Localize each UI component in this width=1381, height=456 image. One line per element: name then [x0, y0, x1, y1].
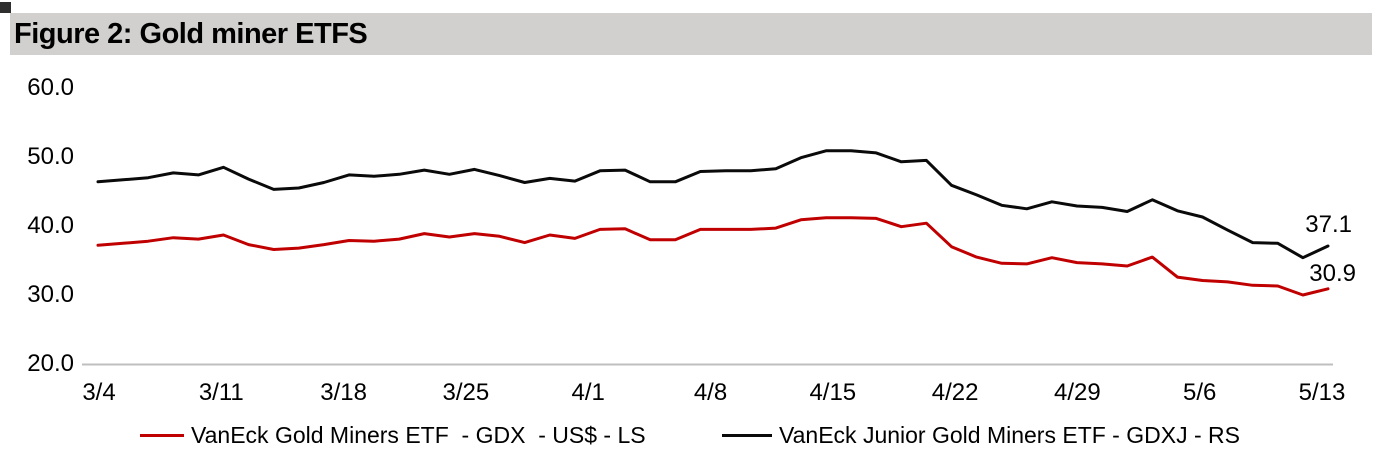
page-corner-mark	[0, 2, 11, 13]
x-tick-label-3-25: 3/25	[442, 379, 490, 406]
x-tick-label-3-11: 3/11	[198, 379, 244, 406]
y-tick-label-20.0: 20.0	[27, 350, 74, 377]
gdx-last-value-label: 30.9	[1309, 260, 1356, 287]
x-tick-label-4-8: 4/8	[693, 379, 728, 406]
x-tick-label-5-13: 5/13	[1298, 379, 1346, 406]
gdx-series-line	[96, 216, 1330, 297]
figure-title: Figure 2: Gold miner ETFS	[14, 17, 368, 50]
gdxj-last-value-label: 37.1	[1305, 211, 1352, 238]
legend-item-gdxj: VanEck Junior Gold Miners ETF - GDXJ - R…	[722, 421, 1240, 449]
x-tick-label-4-1: 4/1	[571, 379, 605, 406]
legend-item-gdx: VanEck Gold Miners ETF - GDX - US$ - LS	[140, 421, 646, 449]
figure-title-bar: Figure 2: Gold miner ETFS	[10, 13, 1372, 55]
y-tick-label-30.0: 30.0	[27, 281, 74, 308]
legend-label-gdxj: VanEck Junior Gold Miners ETF - GDXJ - R…	[779, 421, 1240, 448]
x-tick-label-4-29: 4/29	[1054, 379, 1101, 406]
y-tick-label-60.0: 60.0	[27, 74, 74, 101]
chart-legend: VanEck Gold Miners ETF - GDX - US$ - LS …	[0, 421, 1381, 449]
x-tick-label-4-15: 4/15	[809, 379, 857, 406]
x-tick-label-3-4: 3/4	[82, 379, 116, 406]
legend-label-gdx: VanEck Gold Miners ETF - GDX - US$ - LS	[191, 421, 646, 448]
gdx-line-swatch-icon	[140, 433, 184, 437]
gdxj-line-swatch-icon	[722, 433, 772, 437]
x-tick-label-5-6: 5/6	[1183, 379, 1217, 406]
y-tick-label-50.0: 50.0	[27, 143, 74, 170]
x-tick-label-3-18: 3/18	[320, 379, 367, 406]
x-tick-label-4-22: 4/22	[931, 379, 979, 406]
y-tick-label-40.0: 40.0	[27, 212, 74, 239]
gdxj-series-line	[96, 149, 1330, 260]
